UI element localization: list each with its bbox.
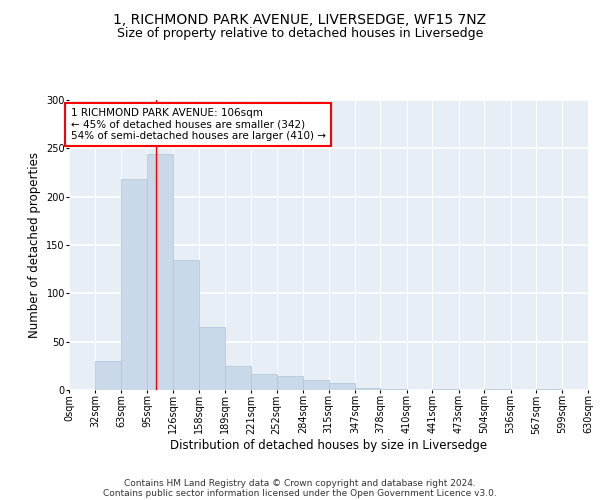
Bar	[121, 180, 147, 390]
Bar	[251, 374, 277, 390]
Bar	[536, 389, 562, 390]
Bar	[484, 389, 511, 390]
Bar	[277, 376, 303, 390]
Text: 1 RICHMOND PARK AVENUE: 106sqm
← 45% of detached houses are smaller (342)
54% of: 1 RICHMOND PARK AVENUE: 106sqm ← 45% of …	[71, 108, 326, 141]
Text: Contains public sector information licensed under the Open Government Licence v3: Contains public sector information licen…	[103, 488, 497, 498]
Bar	[329, 383, 355, 390]
Bar	[173, 260, 199, 390]
Bar	[380, 389, 407, 390]
Bar	[355, 388, 380, 390]
X-axis label: Distribution of detached houses by size in Liversedge: Distribution of detached houses by size …	[170, 439, 487, 452]
Bar	[224, 366, 251, 390]
Text: Contains HM Land Registry data © Crown copyright and database right 2024.: Contains HM Land Registry data © Crown c…	[124, 478, 476, 488]
Bar	[147, 154, 173, 390]
Bar	[432, 389, 458, 390]
Text: 1, RICHMOND PARK AVENUE, LIVERSEDGE, WF15 7NZ: 1, RICHMOND PARK AVENUE, LIVERSEDGE, WF1…	[113, 12, 487, 26]
Bar	[95, 361, 121, 390]
Bar	[199, 327, 224, 390]
Bar	[303, 380, 329, 390]
Text: Size of property relative to detached houses in Liversedge: Size of property relative to detached ho…	[117, 28, 483, 40]
Y-axis label: Number of detached properties: Number of detached properties	[28, 152, 41, 338]
